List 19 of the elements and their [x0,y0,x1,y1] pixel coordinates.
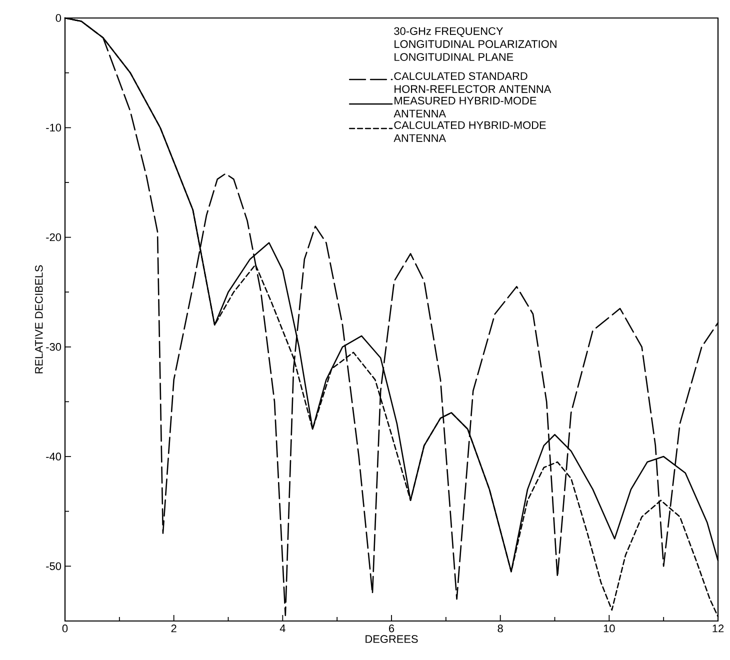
x-tick-label: 6 [389,624,394,632]
legend-label: CALCULATED HYBRID-MODE ANTENNA [394,121,546,142]
y-axis-title: RELATIVE DECIBELS [35,265,43,374]
y-tick-label: -30 [46,343,62,351]
legend-label: MEASURED HYBRID-MODE ANTENNA [394,96,536,118]
y-tick-label: 0 [56,14,62,22]
x-tick-label: 8 [498,624,503,632]
x-tick-label: 10 [604,624,615,632]
y-tick-label: -50 [46,562,62,570]
legend-label: CALCULATED STANDARD HORN-REFLECTOR ANTENNA [394,72,552,93]
x-tick-label: 12 [712,624,724,632]
y-tick-label: -20 [46,233,62,242]
x-tick-label: 2 [171,624,176,632]
x-tick-label: 0 [62,624,68,632]
legend-title: 30-GHz FREQUENCY LONGITUDINAL POLARIZATION LONGITUDINAL PLANE [394,27,556,61]
x-axis-title: DEGREES [366,635,418,643]
y-tick-label: -10 [46,124,62,132]
x-tick-label: 4 [280,624,286,632]
y-tick-label: -40 [46,452,62,460]
